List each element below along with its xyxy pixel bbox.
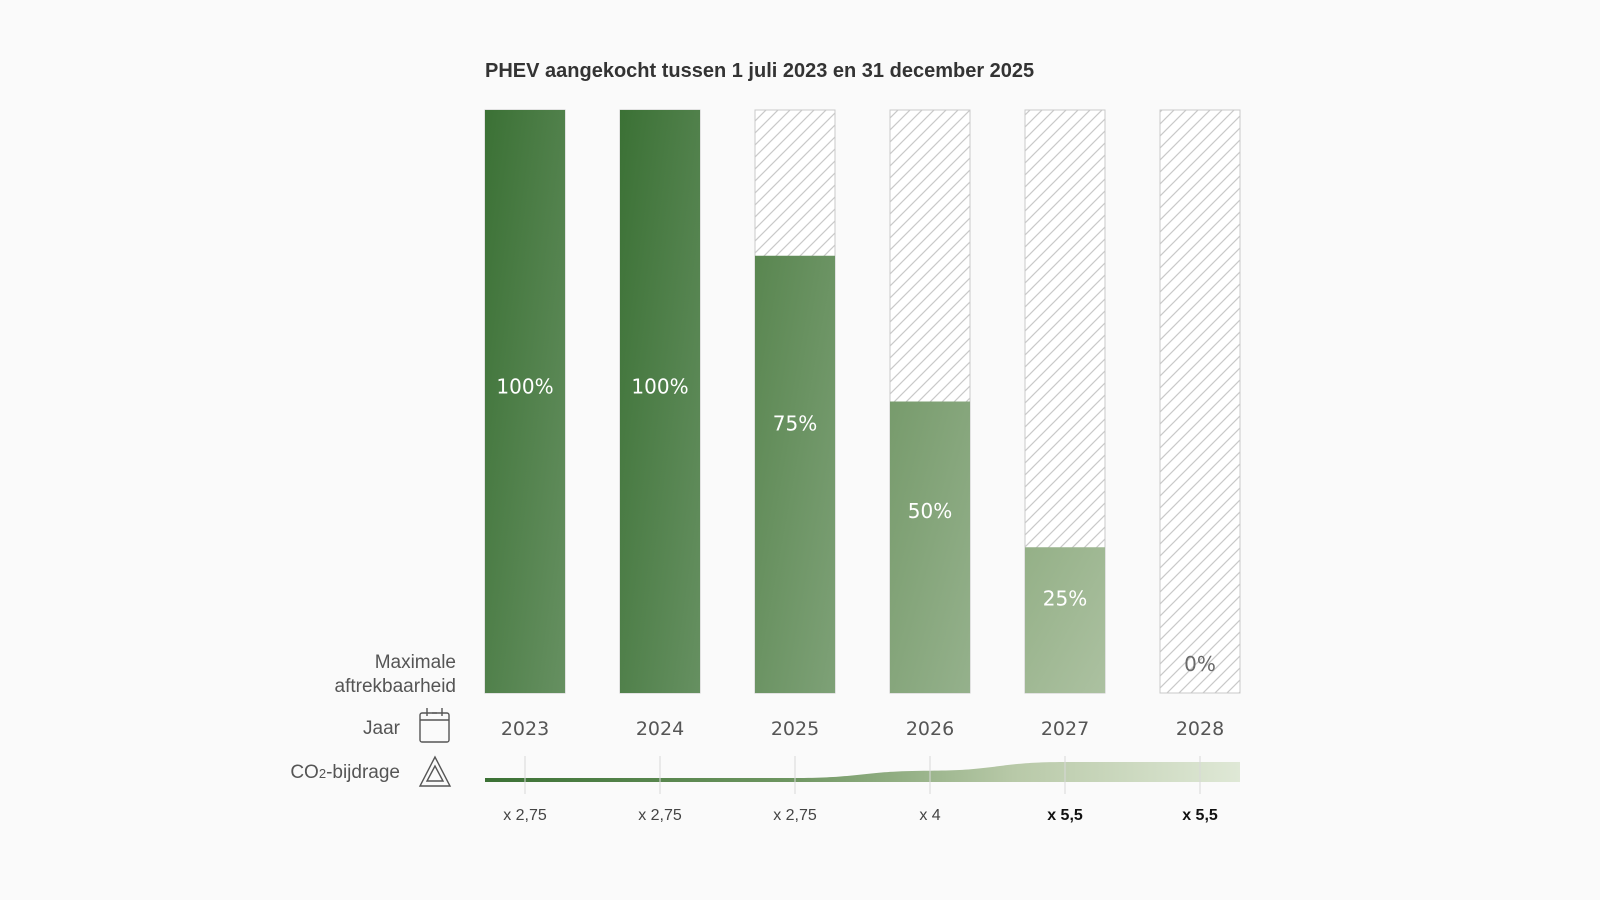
bar-2026 [890, 401, 970, 693]
y-axis-label-line1: Maximale [375, 652, 456, 673]
bar-value-label-2023: 100% [496, 375, 553, 399]
y-axis-label-line2: aftrekbaarheid [335, 676, 456, 697]
bar-2027 [1025, 547, 1105, 693]
co2-multiplier-label-2023: x 2,75 [503, 807, 547, 824]
bar-value-label-2025: 75% [773, 412, 817, 436]
co2-multiplier-label-2024: x 2,75 [638, 807, 682, 824]
co2-multiplier-label-2025: x 2,75 [773, 807, 817, 824]
co2-contribution-band [485, 762, 1240, 782]
co2-multiplier-label-2026: x 4 [919, 807, 940, 824]
bar-value-label-2027: 25% [1043, 587, 1087, 611]
bar-2023 [485, 110, 565, 693]
x-tick-label-2025: 2025 [771, 718, 819, 740]
bar-background-2028 [1159, 109, 1241, 694]
x-tick-label-2023: 2023 [501, 718, 549, 740]
bar-2025 [755, 255, 835, 693]
chart-title: PHEV aangekocht tussen 1 juli 2023 en 31… [485, 60, 1034, 82]
x-tick-label-2026: 2026 [906, 718, 954, 740]
bars-layer: 100% 100% 75% 50% 25% 0% [484, 109, 1241, 694]
calendar-icon [419, 708, 450, 743]
bar-value-label-2026: 50% [908, 499, 952, 523]
year-row-label: Jaar [363, 718, 401, 739]
x-tick-label-2027: 2027 [1041, 718, 1089, 740]
bar-value-label-2024: 100% [631, 375, 688, 399]
co2-layer: x 2,75 x 2,75 x 2,75 x 4 x 5,5 x 5,5 [485, 756, 1240, 824]
bar-2024 [620, 110, 700, 693]
co2-multiplier-label-2028: x 5,5 [1182, 807, 1218, 824]
x-axis-layer: 2023 2024 2025 2026 2027 2028 [501, 718, 1224, 740]
bar-value-label-2028: 0% [1184, 652, 1216, 676]
co2-multiplier-label-2027: x 5,5 [1047, 807, 1083, 824]
x-tick-label-2024: 2024 [636, 718, 684, 740]
x-tick-label-2028: 2028 [1176, 718, 1224, 740]
warning-triangle-icon [418, 755, 452, 787]
co2-row-label: CO2-bijdrage [290, 762, 400, 783]
